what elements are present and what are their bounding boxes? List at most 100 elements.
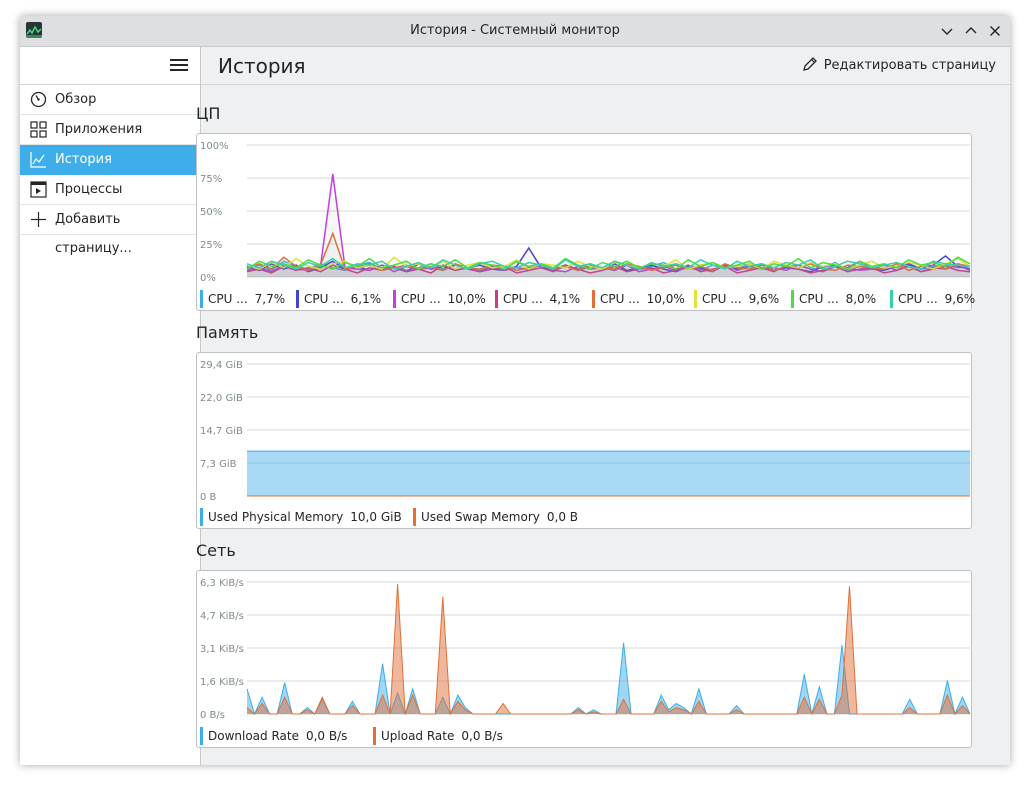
series-area <box>247 584 970 714</box>
y-tick-label: 100% <box>200 141 229 152</box>
legend-series-name: CPU ... <box>600 292 640 306</box>
y-tick-label: 1,6 KiB/s <box>200 677 244 688</box>
y-tick-label: 75% <box>200 174 222 185</box>
process-icon <box>30 181 47 198</box>
sidebar-item-processes[interactable]: Процессы <box>20 175 200 205</box>
legend-item: Download Rate 0,0 B/s <box>200 727 347 745</box>
pencil-icon <box>802 57 817 71</box>
legend-color-swatch <box>495 290 498 308</box>
legend-color-swatch <box>592 290 595 308</box>
series-area <box>247 258 970 277</box>
legend-color-swatch <box>694 290 697 308</box>
legend-series-value: 6,1% <box>350 292 382 306</box>
legend-color-swatch <box>200 727 203 745</box>
legend-color-swatch <box>890 290 893 308</box>
series-area <box>247 233 970 277</box>
y-tick-label: 0 B <box>200 492 217 503</box>
legend-item: CPU ... 10,0% <box>592 290 685 308</box>
legend-color-swatch <box>791 290 794 308</box>
legend-series-value: 10,0% <box>646 292 685 306</box>
memory-legend: Used Physical Memory 10,0 GiB Used Swap Me… <box>200 504 970 528</box>
apps-grid-icon <box>30 121 47 138</box>
legend-series-value: 0,0 B <box>546 510 579 524</box>
page-header: История Редактировать страницу <box>201 47 1010 85</box>
title-bar[interactable]: История - Системный монитор <box>20 16 1010 47</box>
legend-item: CPU ... 7,7% <box>200 290 285 308</box>
network-chart-panel: 6,3 KiB/s 4,7 KiB/s 3,1 KiB/s 1,6 KiB/s 0 B/… <box>196 570 972 748</box>
legend-series-value: 9,6% <box>944 292 976 306</box>
legend-series-name: CPU ... <box>503 292 543 306</box>
series-area <box>247 451 970 496</box>
section-title-cpu: ЦП <box>196 104 221 123</box>
series-line <box>246 173 971 273</box>
edit-page-button[interactable]: Редактировать страницу <box>802 56 996 73</box>
y-tick-label: 14,7 GiB <box>200 426 243 437</box>
y-tick-label: 0% <box>200 273 216 284</box>
legend-item: Upload Rate 0,0 B/s <box>373 727 503 745</box>
legend-item: CPU ... 6,1% <box>296 290 381 308</box>
sidebar-item-label: Приложения <box>55 122 143 137</box>
network-legend: Download Rate 0,0 B/s Upload Rate 0,0 B/s <box>200 723 970 747</box>
window-title: История - Системный монитор <box>410 23 620 38</box>
legend-item: CPU ... 10,0% <box>393 290 486 308</box>
minimize-button[interactable] <box>938 22 956 40</box>
series-area <box>247 265 970 277</box>
y-tick-label: 29,4 GiB <box>200 360 243 371</box>
cpu-chart: 100% 75% 50% 25% 0% <box>200 141 971 284</box>
legend-series-value: 10,0% <box>447 292 486 306</box>
legend-series-value: 10,0 GiB <box>350 510 402 524</box>
series-area <box>247 257 970 277</box>
sidebar-item-applications[interactable]: Приложения <box>20 115 200 145</box>
legend-series-name: CPU ... <box>702 292 742 306</box>
y-tick-label: 3,1 KiB/s <box>200 644 244 655</box>
y-tick-label: 7,3 GiB <box>200 459 237 470</box>
hamburger-menu-icon[interactable] <box>170 57 188 73</box>
chevron-down-icon <box>941 28 953 35</box>
memory-chart-panel: 29,4 GiB 22,0 GiB 14,7 GiB 7,3 GiB 0 B Used … <box>196 352 972 529</box>
legend-color-swatch <box>413 508 416 526</box>
legend-item: Used Physical Memory 10,0 GiB <box>200 508 402 526</box>
legend-series-value: 9,6% <box>748 292 780 306</box>
chevron-up-icon <box>965 27 977 34</box>
edit-page-label: Редактировать страницу <box>823 58 996 73</box>
legend-item: CPU ... 9,6% <box>890 290 975 308</box>
gauge-icon <box>30 91 47 108</box>
legend-series-value: 0,0 B/s <box>461 729 503 743</box>
section-title-network: Сеть <box>196 541 236 560</box>
y-tick-label: 4,7 KiB/s <box>200 611 244 622</box>
legend-series-name: Download Rate <box>208 729 299 743</box>
sidebar-item-label: История <box>55 152 112 167</box>
legend-series-value: 4,1% <box>549 292 581 306</box>
sidebar-item-history[interactable]: История <box>20 145 200 175</box>
sidebar-item-overview[interactable]: Обзор <box>20 85 200 115</box>
page-title: История <box>218 54 306 78</box>
legend-series-value: 7,7% <box>254 292 286 306</box>
legend-item: CPU ... 4,1% <box>495 290 580 308</box>
sidebar-item-add-page[interactable]: Добавить страницу... <box>20 205 200 256</box>
y-tick-label: 6,3 KiB/s <box>200 578 244 589</box>
legend-color-swatch <box>296 290 299 308</box>
series-line <box>246 642 971 716</box>
close-icon <box>990 26 1000 36</box>
sidebar-item-label: Процессы <box>55 182 123 197</box>
legend-series-value: 8,0% <box>845 292 877 306</box>
close-button[interactable] <box>986 22 1004 40</box>
legend-item: CPU ... 9,6% <box>694 290 779 308</box>
legend-series-name: Used Swap Memory <box>421 510 540 524</box>
legend-series-name: CPU ... <box>304 292 344 306</box>
maximize-button[interactable] <box>962 22 980 40</box>
legend-series-name: CPU ... <box>401 292 441 306</box>
memory-chart: 29,4 GiB 22,0 GiB 14,7 GiB 7,3 GiB 0 B <box>200 360 970 503</box>
y-tick-label: 0 B/s <box>200 710 225 721</box>
legend-color-swatch <box>200 290 203 308</box>
y-tick-label: 50% <box>200 207 222 218</box>
legend-series-name: CPU ... <box>208 292 248 306</box>
series-area <box>247 257 970 277</box>
section-title-memory: Память <box>196 323 259 342</box>
y-tick-label: 25% <box>200 240 222 251</box>
legend-series-name: CPU ... <box>799 292 839 306</box>
sidebar: Обзор Приложения История Процессы Добави… <box>20 47 201 765</box>
legend-series-value: 0,0 B/s <box>305 729 348 743</box>
legend-color-swatch <box>200 508 203 526</box>
sidebar-item-label: Обзор <box>55 92 97 107</box>
